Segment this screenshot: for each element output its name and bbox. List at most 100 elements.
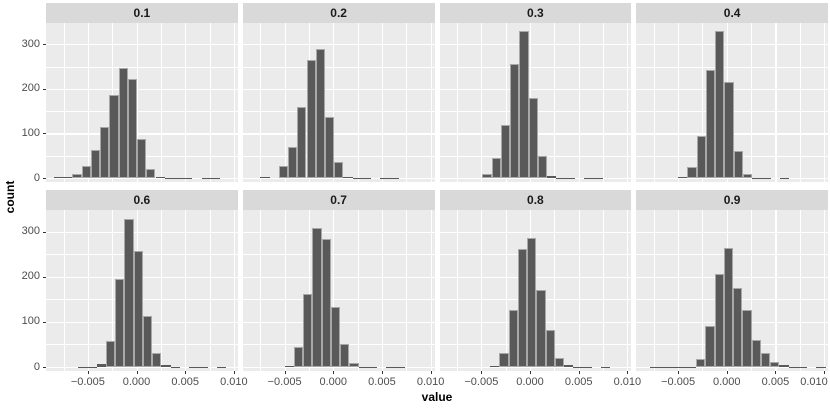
grid-line-minor	[799, 23, 801, 182]
histogram-bar	[321, 239, 331, 367]
grid-line-major	[242, 276, 435, 278]
histogram-bar	[124, 218, 134, 367]
facet-panel	[636, 23, 828, 182]
grid-line-minor	[636, 66, 828, 68]
grid-line-major	[242, 367, 435, 369]
histogram-bar	[81, 165, 91, 178]
grid-line-minor	[260, 23, 261, 182]
histogram-bar	[330, 307, 341, 367]
grid-line-major	[627, 210, 629, 371]
y-tick-mark	[42, 44, 46, 46]
grid-line-major	[636, 231, 828, 233]
histogram-bar	[545, 330, 555, 367]
histogram-bar	[519, 31, 529, 178]
histogram-bar	[517, 249, 528, 367]
grid-line-major	[481, 23, 483, 182]
y-tick-label: 300	[21, 37, 40, 50]
grid-line-major	[481, 210, 483, 371]
grid-line-minor	[357, 23, 359, 182]
y-tick-mark	[42, 367, 46, 368]
histogram-bar	[142, 316, 153, 367]
grid-line-minor	[242, 155, 435, 157]
histogram-bar	[278, 166, 288, 178]
grid-line-major	[87, 210, 89, 371]
facet-panel	[46, 210, 238, 371]
x-tick-label: 0.005	[564, 376, 593, 388]
histogram-bar	[146, 168, 156, 178]
histogram-bar	[705, 325, 715, 367]
histogram-bar	[133, 250, 143, 367]
x-tick-mark	[87, 371, 89, 374]
grid-line-major	[242, 133, 435, 135]
facet-panel	[46, 23, 238, 182]
x-tick-mark	[530, 371, 532, 374]
y-tick-label: 300	[21, 225, 40, 238]
grid-line-major	[578, 210, 580, 371]
grid-line-major	[87, 23, 89, 182]
grid-line-minor	[242, 299, 435, 300]
histogram-bar	[349, 363, 359, 367]
histogram-bar	[90, 150, 100, 178]
x-tick-label: −0.005	[70, 376, 105, 388]
histogram-bar	[500, 124, 511, 178]
grid-line-major	[46, 44, 238, 46]
histogram-bar	[293, 346, 304, 367]
grid-line-major	[775, 210, 777, 371]
histogram-bar	[696, 135, 706, 178]
facet-strip: 0.2	[242, 3, 435, 23]
x-tick-label: 0.005	[761, 376, 790, 388]
facet-strip: 0.9	[636, 190, 828, 210]
histogram-bar	[297, 106, 307, 178]
facet-panel	[439, 210, 632, 371]
facet-strip: 0.4	[636, 3, 828, 23]
histogram-bar	[127, 79, 137, 178]
histogram-bar	[334, 161, 344, 178]
histogram-bar	[779, 365, 789, 367]
grid-line-minor	[554, 210, 556, 371]
grid-line-major	[242, 44, 435, 46]
y-tick-mark	[42, 88, 46, 90]
grid-line-major	[439, 44, 632, 46]
y-tick-mark	[42, 178, 46, 179]
histogram-bar	[723, 247, 734, 367]
facet-strip: 0.8	[439, 190, 632, 210]
grid-line-major	[381, 23, 384, 182]
grid-line-major	[233, 210, 235, 371]
grid-line-major	[578, 23, 580, 182]
grid-line-major	[430, 210, 432, 371]
facet-strip-label: 0.1	[133, 6, 151, 20]
x-tick-label: 0.000	[713, 376, 741, 388]
grid-line-major	[333, 23, 335, 182]
x-tick-label: 0.010	[416, 376, 445, 388]
grid-line-major	[46, 231, 238, 233]
grid-line-minor	[160, 210, 162, 371]
grid-line-major	[242, 231, 435, 233]
x-tick-label: 0.000	[122, 376, 151, 388]
grid-line-minor	[457, 210, 458, 371]
histogram-bar	[527, 238, 537, 367]
y-tick-label: 0	[33, 360, 40, 373]
grid-line-minor	[554, 23, 556, 182]
x-tick-mark	[136, 371, 138, 374]
x-tick-mark	[381, 371, 383, 374]
grid-line-major	[46, 133, 238, 135]
facet-panel	[242, 210, 435, 371]
x-tick-label: 0.000	[516, 376, 544, 388]
x-tick-label: 0.000	[319, 376, 348, 388]
histogram-bar	[72, 174, 82, 178]
grid-line-minor	[751, 23, 752, 182]
histogram-bar	[547, 176, 557, 178]
grid-line-minor	[751, 210, 752, 371]
x-tick-mark	[333, 371, 335, 374]
histogram-bar	[714, 273, 724, 367]
x-tick-mark	[233, 371, 235, 374]
grid-line-major	[284, 23, 286, 182]
histogram-bar	[742, 310, 752, 367]
grid-line-major	[381, 210, 384, 371]
histogram-bar	[100, 126, 110, 178]
facet-strip: 0.7	[242, 190, 435, 210]
x-tick-label: 0.010	[800, 376, 828, 388]
x-tick-mark	[627, 371, 629, 374]
grid-line-minor	[160, 23, 162, 182]
